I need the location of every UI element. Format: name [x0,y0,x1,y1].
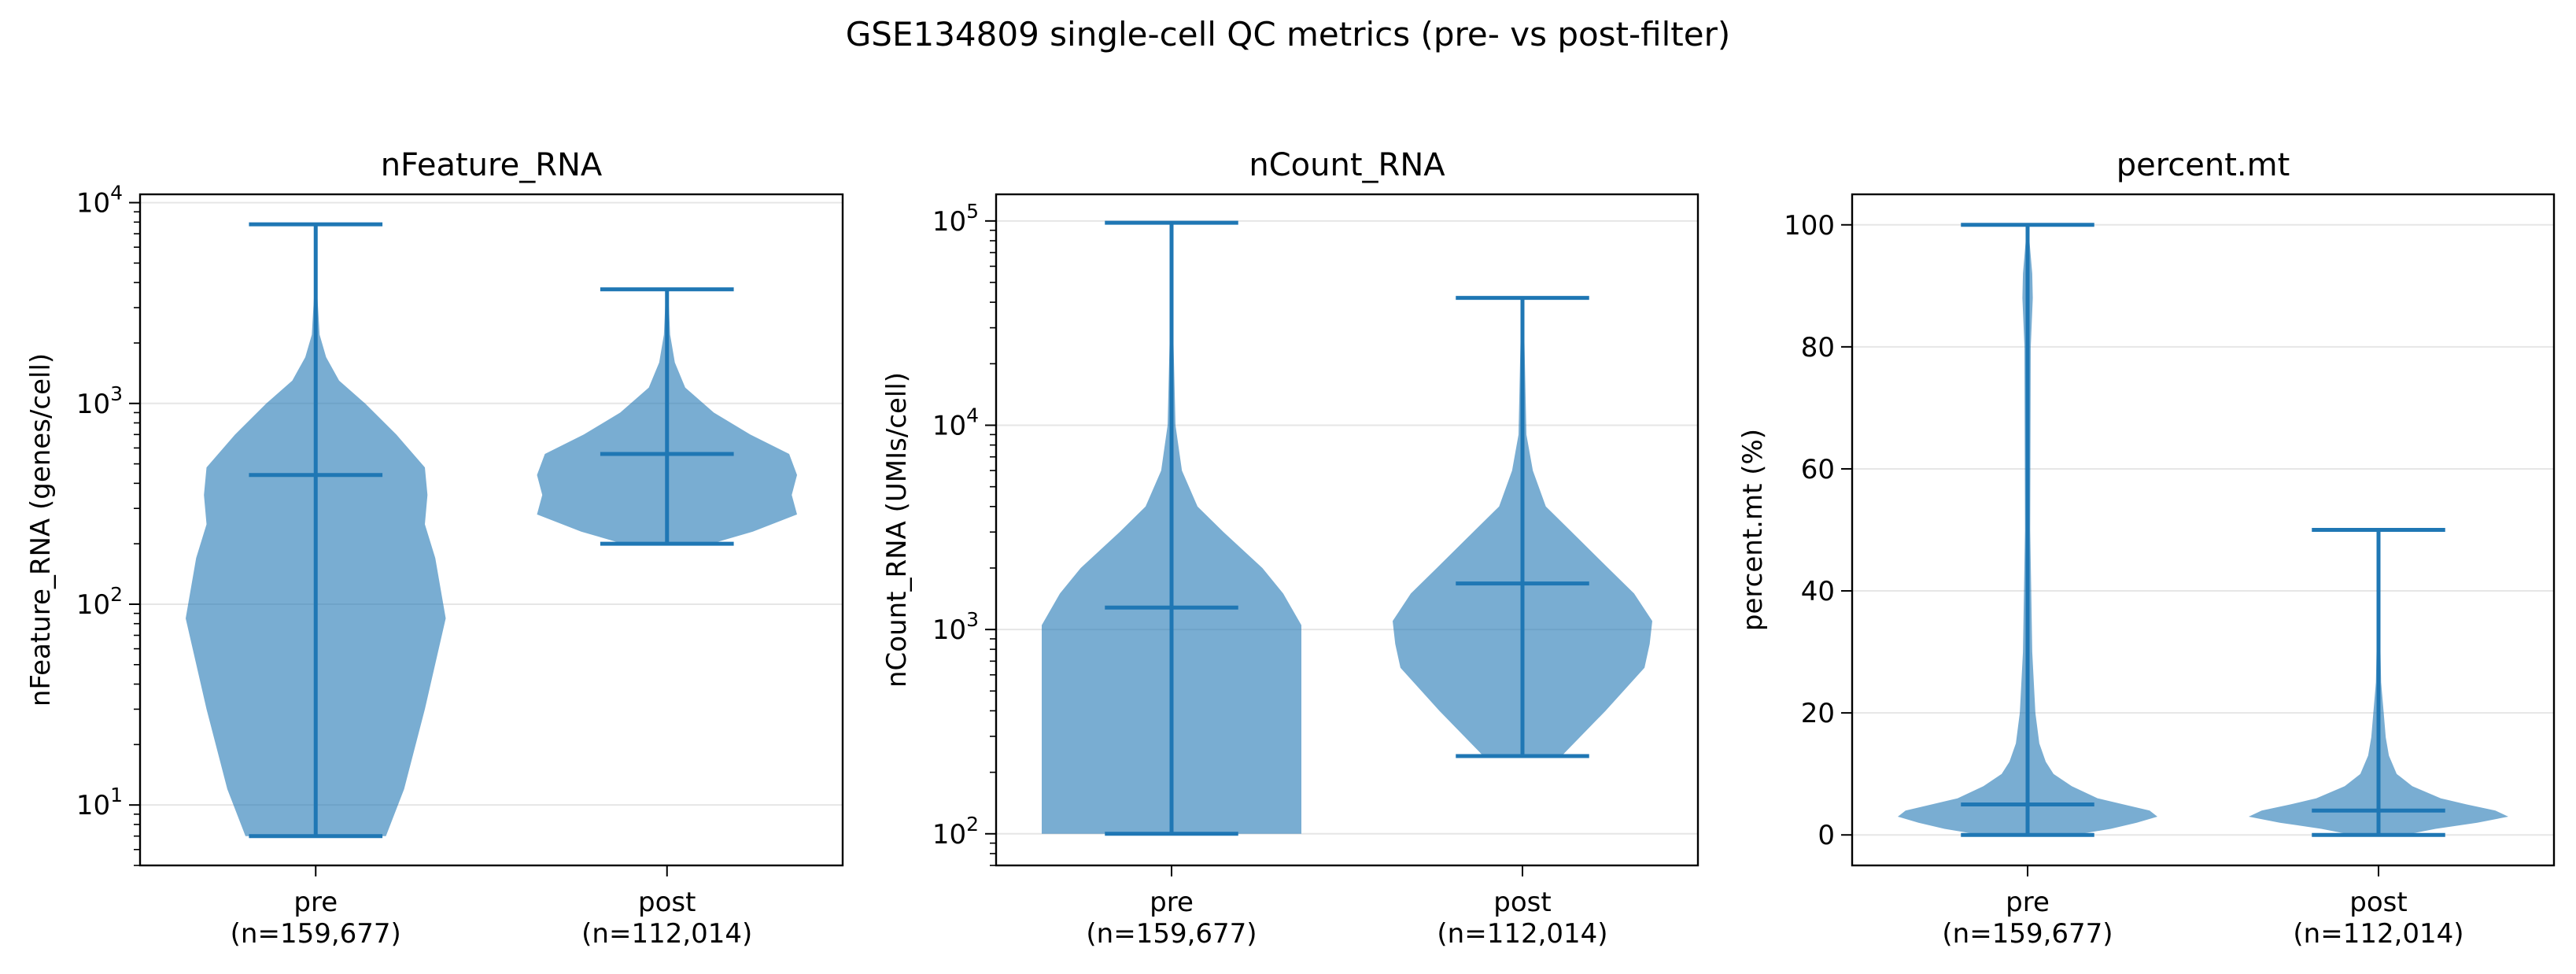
panel-2: 102 103 104 105 pre(n=159,677) post(n=112,014… [881,147,1699,950]
subplot-title: nCount_RNA [1249,147,1445,183]
x-tick-label-post: post [638,887,696,918]
axes-frame [995,193,1699,867]
x-tick-label-post: post [2349,887,2407,918]
y-tick-exponent: 1 [110,784,123,806]
y-axis-label: nCount_RNA (UMIs/cell) [881,372,913,688]
y-tick-label-4: 105 [932,200,979,238]
y-tick-label-3: 104 [932,404,979,441]
x-tick-count-post: (n=112,014) [2293,918,2463,950]
x-tick-count-pre: (n=159,677) [1086,918,1257,950]
x-tick-count-post: (n=112,014) [581,918,752,950]
x-tick-label-post: post [1493,887,1551,918]
y-tick-label-1: 101 [76,784,123,821]
panel-3: 0 20 40 60 80 100 pre(n=159,677) post(n=112,014… [1737,147,2556,950]
y-tick-exponent: 5 [966,200,979,223]
y-tick-label-2: 103 [932,608,979,646]
y-tick-exponent: 2 [966,813,979,836]
y-tick-label-5: 80 [1801,332,1835,363]
y-tick-label-2: 102 [76,583,123,621]
x-tick-label-pre: pre [293,887,338,918]
y-tick-exponent: 3 [110,382,123,405]
x-tick-count-pre: (n=159,677) [231,918,401,950]
y-tick-label-1: 102 [932,813,979,850]
panel-1: 101 102 103 104 pre(n=159,677) post(n=112,014… [25,147,844,950]
y-tick-exponent: 2 [110,583,123,606]
y-tick-label-4: 60 [1801,454,1835,485]
x-tick-count-post: (n=112,014) [1437,918,1607,950]
y-tick-label-4: 104 [76,182,123,220]
y-tick-label-3: 103 [76,382,123,420]
y-tick-exponent: 3 [966,608,979,631]
y-tick-exponent: 4 [110,182,123,205]
y-tick-label-2: 20 [1801,698,1835,729]
y-axis-label: nFeature_RNA (genes/cell) [25,353,57,707]
x-tick-label-pre: pre [2006,887,2050,918]
axes-frame [138,193,844,867]
subplot-title: percent.mt [2117,147,2290,183]
violin-panels: 101102103104pre(n=159,677)post(n=112,014… [25,147,2556,950]
y-tick-exponent: 4 [966,404,979,426]
axes-frame [1851,193,2556,867]
subplot-title: nFeature_RNA [381,147,603,183]
x-tick-label-pre: pre [1150,887,1194,918]
figure-suptitle: GSE134809 single-cell QC metrics (pre- v… [846,15,1731,53]
x-tick-count-pre: (n=159,677) [1942,918,2113,950]
y-tick-label-1: 0 [1818,820,1835,851]
y-tick-label-6: 100 [1784,210,1835,242]
y-tick-label-3: 40 [1801,576,1835,607]
y-axis-label: percent.mt (%) [1737,429,1769,631]
